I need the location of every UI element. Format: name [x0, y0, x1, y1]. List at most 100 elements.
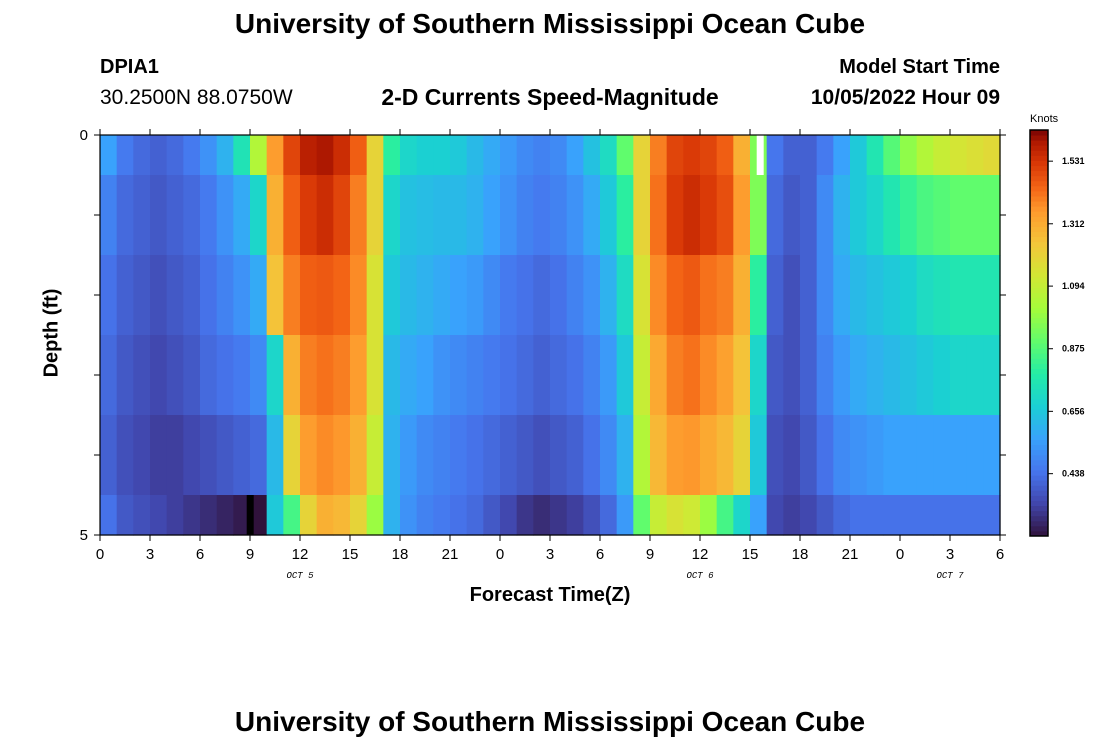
heatmap-cell [950, 335, 968, 416]
colorbar-swatch [1030, 383, 1048, 390]
heatmap-cell [683, 175, 701, 256]
colorbar-swatch [1030, 530, 1048, 537]
x-tick-label: 3 [946, 546, 954, 563]
heatmap-cell [783, 415, 801, 496]
colorbar-swatch [1030, 424, 1048, 430]
colorbar-swatch [1030, 317, 1048, 324]
heatmap-cell [800, 175, 818, 256]
colorbar-tick-label: 0.875 [1062, 344, 1085, 354]
colorbar-swatch [1030, 256, 1048, 263]
heatmap-cell [916, 175, 934, 256]
colorbar-swatch [1030, 292, 1048, 298]
colorbar-swatch [1030, 505, 1048, 512]
heatmap-cell [350, 335, 368, 416]
colorbar-swatch [1030, 261, 1048, 268]
heatmap-cell [666, 135, 684, 176]
heatmap-cell [300, 255, 318, 336]
heatmap-cell [866, 255, 884, 336]
heatmap-cell [950, 175, 968, 256]
heatmap-cell [100, 175, 118, 256]
heatmap-cell [166, 255, 184, 336]
colorbar-swatch [1030, 490, 1048, 496]
x-tick-label: 18 [792, 546, 809, 563]
heatmap-cell [333, 415, 351, 496]
day-label: OCT 7 [936, 571, 964, 581]
heatmap-cell [800, 135, 818, 176]
heatmap-cell [400, 415, 418, 496]
heatmap-cell [766, 135, 784, 176]
heatmap-cell [716, 495, 734, 536]
heatmap-cell [633, 495, 651, 536]
heatmap-cell [266, 135, 284, 176]
heatmap-cell [316, 495, 334, 536]
data-gap-markers [246, 135, 764, 535]
heatmap-cell [933, 415, 951, 496]
x-tick-label: 9 [646, 546, 654, 563]
heatmap-cell [750, 255, 768, 336]
heatmap-cell [133, 335, 151, 416]
heatmap-cell [550, 255, 568, 336]
colorbar: 1.531 1.312 1.094 0.875 0.656 0.438 [1029, 129, 1085, 537]
heatmap-cell [550, 335, 568, 416]
x-tick-label: 21 [442, 546, 459, 563]
colorbar-swatch [1030, 429, 1048, 435]
heatmap-cell [100, 255, 118, 336]
x-tick-label: 6 [996, 546, 1004, 563]
colorbar-swatch [1030, 378, 1048, 385]
heatmap-cell [983, 135, 1001, 176]
day-label: OCT 5 [286, 571, 314, 581]
day-label: OCT 6 [686, 571, 714, 581]
heatmap-cell [466, 495, 484, 536]
colorbar-tick-label: 1.312 [1062, 219, 1085, 229]
heatmap-cell [750, 415, 768, 496]
colorbar-swatch [1030, 409, 1048, 415]
heatmap-cell [366, 415, 384, 496]
colorbar-swatch [1030, 201, 1048, 207]
colorbar-swatch [1030, 459, 1048, 466]
heatmap-cell [616, 415, 634, 496]
heatmap-cell [766, 255, 784, 336]
heatmap-cell [333, 495, 351, 536]
heatmap-cell [533, 335, 551, 416]
heatmap-cell [916, 255, 934, 336]
heatmap-cell [283, 495, 301, 536]
heatmap-cell [383, 335, 401, 416]
heatmap-cell [600, 175, 618, 256]
heatmap-cell [383, 495, 401, 536]
heatmap-cell [983, 335, 1001, 416]
heatmap-cell [733, 335, 751, 416]
heatmap-cell [133, 495, 151, 536]
heatmap-cell [516, 255, 534, 336]
heatmap-cell [516, 415, 534, 496]
heatmap-cell [650, 495, 668, 536]
heatmap-cell [600, 135, 618, 176]
heatmap-cell [200, 415, 218, 496]
heatmap-cell [583, 415, 601, 496]
heatmap-cell [433, 135, 451, 176]
heatmap-cell [200, 335, 218, 416]
heatmap-cell [483, 135, 501, 176]
heatmap-cell [883, 135, 901, 176]
heatmap-cell [883, 335, 901, 416]
heatmap-cell [683, 135, 701, 176]
colorbar-swatch [1030, 251, 1048, 258]
heatmap-cell [250, 135, 268, 176]
heatmap-cell [450, 495, 468, 536]
colorbar-swatch [1030, 500, 1048, 507]
heatmap-cell [433, 335, 451, 416]
heatmap-cell [316, 415, 334, 496]
x-tick-label: 0 [96, 546, 104, 563]
heatmap-cell [883, 255, 901, 336]
heatmap-cell [316, 335, 334, 416]
x-tick-label: 0 [496, 546, 504, 563]
colorbar-swatch [1030, 302, 1048, 309]
heatmap-cell [533, 175, 551, 256]
heatmap-cell [116, 495, 134, 536]
heatmap-cell [533, 135, 551, 176]
heatmap-cell [500, 415, 518, 496]
heatmap-cell [466, 175, 484, 256]
heatmap-cell [100, 495, 118, 536]
heatmap-cell [533, 255, 551, 336]
heatmap-cell [116, 415, 134, 496]
heatmap-cell [866, 335, 884, 416]
